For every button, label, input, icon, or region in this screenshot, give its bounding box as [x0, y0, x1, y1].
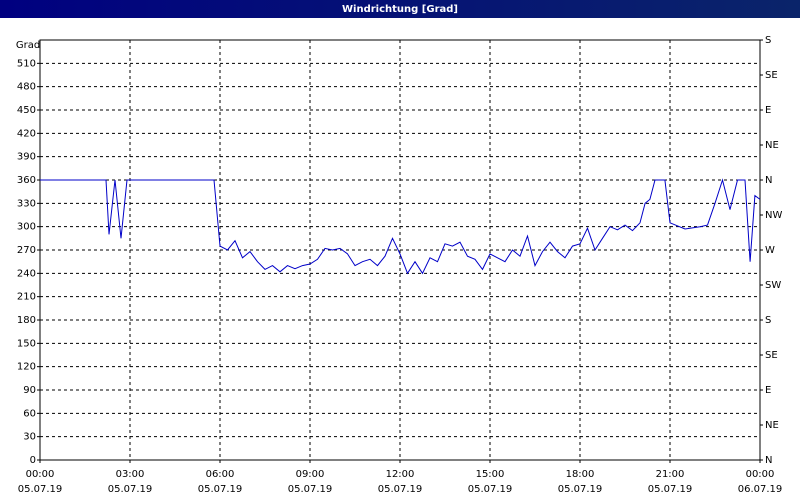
y-tick-label: 30 [23, 432, 36, 443]
x-tick-date: 05.07.19 [378, 484, 423, 495]
y2-tick-label: W [765, 245, 775, 256]
y2-tick-label: N [765, 455, 772, 466]
y-tick-label: 390 [17, 152, 36, 163]
y2-tick-label: E [765, 385, 771, 396]
y2-tick-label: S [765, 35, 771, 46]
y-tick-label: 90 [23, 385, 36, 396]
y-tick-label: 270 [17, 245, 36, 256]
y-tick-label: 240 [17, 268, 36, 279]
y-tick-label: 120 [17, 362, 36, 373]
x-tick-label: 00:00 [746, 469, 775, 480]
x-tick-date: 05.07.19 [108, 484, 153, 495]
x-tick-date: 05.07.19 [468, 484, 513, 495]
x-tick-label: 21:00 [656, 469, 685, 480]
y2-tick-label: E [765, 105, 771, 116]
y2-tick-label: NW [765, 210, 782, 221]
y-tick-label: 60 [23, 408, 36, 419]
y2-tick-label: N [765, 175, 772, 186]
x-tick-label: 03:00 [116, 469, 145, 480]
x-tick-label: 09:00 [296, 469, 325, 480]
x-tick-date: 05.07.19 [18, 484, 63, 495]
chart-title: Windrichtung [Grad] [342, 4, 458, 15]
y-axis-label: Grad [16, 40, 40, 51]
y2-tick-label: SE [765, 350, 778, 361]
x-tick-label: 06:00 [206, 469, 235, 480]
y-tick-label: 210 [17, 292, 36, 303]
y2-tick-label: SE [765, 70, 778, 81]
title-bar [0, 0, 800, 18]
y2-tick-label: SW [765, 280, 781, 291]
y-tick-label: 300 [17, 222, 36, 233]
y-tick-label: 510 [17, 58, 36, 69]
y-tick-label: 0 [30, 455, 36, 466]
x-tick-date: 05.07.19 [198, 484, 243, 495]
y2-tick-label: S [765, 315, 771, 326]
data-line [40, 178, 761, 275]
x-tick-label: 15:00 [476, 469, 505, 480]
x-tick-date: 05.07.19 [288, 484, 333, 495]
y-tick-label: 420 [17, 128, 36, 139]
y-tick-label: 360 [17, 175, 36, 186]
x-tick-label: 00:00 [26, 469, 55, 480]
x-tick-date: 06.07.19 [738, 484, 783, 495]
y-tick-label: 150 [17, 338, 36, 349]
y-tick-label: 330 [17, 198, 36, 209]
y2-tick-label: NE [765, 140, 779, 151]
x-tick-date: 05.07.19 [558, 484, 603, 495]
x-tick-date: 05.07.19 [648, 484, 693, 495]
y-tick-label: 180 [17, 315, 36, 326]
y2-tick-label: NE [765, 420, 779, 431]
x-tick-label: 18:00 [566, 469, 595, 480]
y-tick-label: 450 [17, 105, 36, 116]
y-tick-label: 480 [17, 82, 36, 93]
x-tick-label: 12:00 [386, 469, 415, 480]
